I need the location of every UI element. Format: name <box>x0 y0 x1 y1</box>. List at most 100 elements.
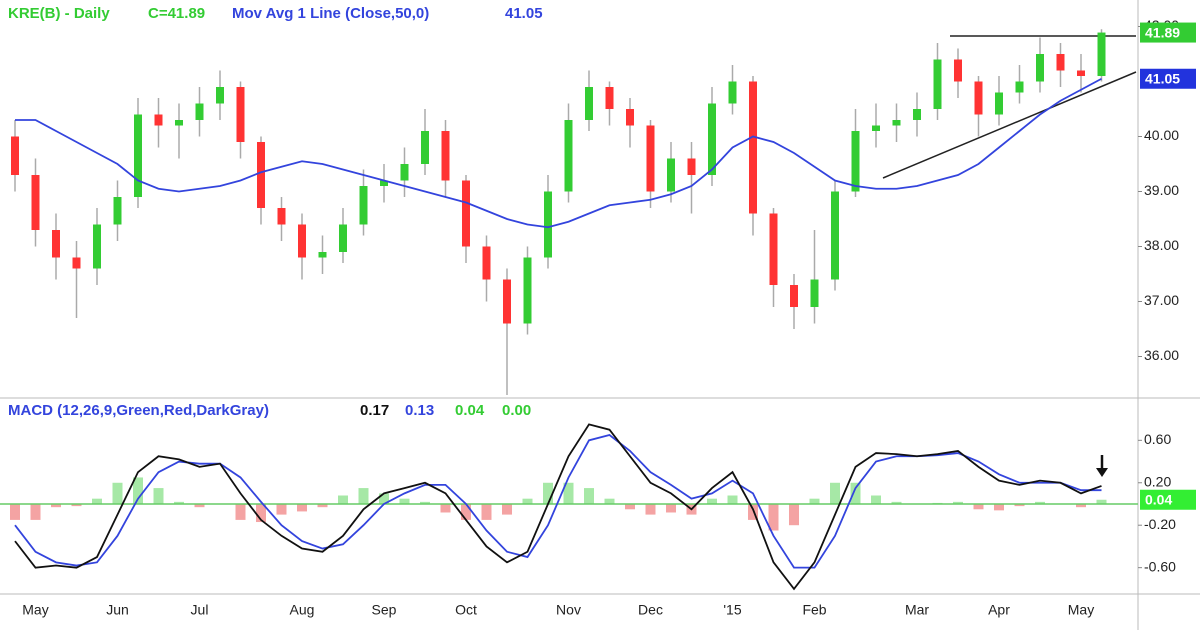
candle-body <box>1056 54 1065 71</box>
candle-body <box>892 120 901 126</box>
arrow <box>1096 455 1108 477</box>
histogram-bar <box>133 477 143 504</box>
candle-body <box>667 158 675 192</box>
histogram-bar <box>194 503 205 508</box>
candle-body <box>134 114 142 197</box>
candle-body <box>544 191 552 258</box>
candle-body <box>11 136 19 175</box>
y-tick-label: -0.60 <box>1144 558 1176 574</box>
candle-body <box>175 120 183 126</box>
y-tick-label: 36.00 <box>1144 347 1179 363</box>
histogram-bar <box>563 482 574 504</box>
x-tick-label: Jun <box>106 602 129 618</box>
histogram-bar <box>1096 499 1107 504</box>
x-tick-label: Aug <box>290 602 315 618</box>
candle-body <box>236 87 245 142</box>
trend-line <box>882 71 1137 179</box>
candle-body <box>359 186 368 225</box>
candle-body <box>933 59 942 109</box>
histogram-bar <box>1014 503 1025 507</box>
x-tick-label: Feb <box>802 602 826 618</box>
histogram-bar <box>604 498 615 504</box>
histogram-bar <box>809 498 820 504</box>
x-tick-label: Apr <box>988 602 1010 618</box>
candle-body <box>1077 70 1085 76</box>
histogram-bar <box>830 482 840 504</box>
value-badge <box>1140 489 1196 510</box>
candle-body <box>585 87 593 120</box>
candle-body <box>974 81 983 115</box>
histogram-bar <box>625 503 635 510</box>
x-tick-label: Jul <box>191 602 209 618</box>
candle-body <box>154 114 163 126</box>
value-badge-label: 41.05 <box>1145 70 1180 86</box>
histogram-bar <box>92 498 102 504</box>
candle-body <box>216 87 224 104</box>
histogram-bar <box>297 503 307 512</box>
candle-body <box>380 180 388 186</box>
histogram-bar <box>399 498 410 504</box>
histogram-bar <box>502 503 512 515</box>
candle-body <box>113 197 122 225</box>
candle-body <box>503 279 511 324</box>
candle-body <box>441 131 450 181</box>
histogram-bar <box>645 503 656 515</box>
histogram-bar <box>891 501 902 504</box>
histogram-bar <box>666 503 676 513</box>
value-badge-label: 0.04 <box>1145 491 1172 507</box>
histogram-bar <box>748 503 758 520</box>
histogram-bar <box>71 503 82 507</box>
histogram-bar <box>51 503 61 508</box>
candle-body <box>995 92 1003 115</box>
x-tick-label: Sep <box>372 602 397 618</box>
chart-title: KRE(B) - Daily <box>8 5 110 22</box>
histogram-bar <box>153 488 164 504</box>
histogram-bar <box>358 488 369 504</box>
histogram-bar <box>317 503 328 508</box>
histogram-bar <box>727 495 738 504</box>
candle-body <box>339 224 347 252</box>
histogram-bar <box>174 501 184 504</box>
histogram-bar <box>953 501 963 504</box>
y-tick-label: 38.00 <box>1144 237 1179 253</box>
candle-body <box>482 246 491 280</box>
candle-body <box>400 164 409 181</box>
y-tick-label: 40.00 <box>1144 127 1179 143</box>
histogram-bar <box>235 503 246 520</box>
histogram-bar <box>522 498 533 504</box>
histogram-bar <box>584 488 594 504</box>
candle-body <box>851 131 860 192</box>
macd-line <box>14 423 1102 591</box>
value-badge <box>1140 68 1196 89</box>
histogram-bar <box>112 482 123 504</box>
candle-body <box>954 59 962 82</box>
histogram-bar <box>420 501 430 504</box>
macd-value: 0.17 <box>360 402 389 419</box>
histogram-value: 0.04 <box>455 402 485 419</box>
candle-body <box>708 103 716 175</box>
candle-body <box>1036 54 1044 82</box>
x-tick-label: Oct <box>455 602 477 618</box>
histogram-bar <box>789 503 799 526</box>
histogram-bar <box>379 493 389 504</box>
moving-average-line <box>15 77 1102 229</box>
candle-body <box>831 191 839 280</box>
histogram-bar <box>1035 501 1045 504</box>
x-tick-label: May <box>1068 602 1094 618</box>
y-tick-label: 37.00 <box>1144 292 1179 308</box>
histogram-bar <box>994 503 1004 511</box>
candle-body <box>810 279 819 307</box>
histogram-bar <box>481 503 492 520</box>
candle-body <box>728 81 737 104</box>
candle-body <box>318 252 327 258</box>
candle-body <box>913 109 921 120</box>
candle-body <box>277 208 286 225</box>
arrow-head <box>1096 468 1108 477</box>
candle-body <box>421 131 429 164</box>
candle-body <box>72 257 81 269</box>
y-tick-label: 0.20 <box>1144 473 1171 489</box>
macd-title: MACD (12,26,9,Green,Red,DarkGray) <box>8 402 269 419</box>
x-tick-label: May <box>22 602 48 618</box>
histogram-bar <box>276 503 287 515</box>
